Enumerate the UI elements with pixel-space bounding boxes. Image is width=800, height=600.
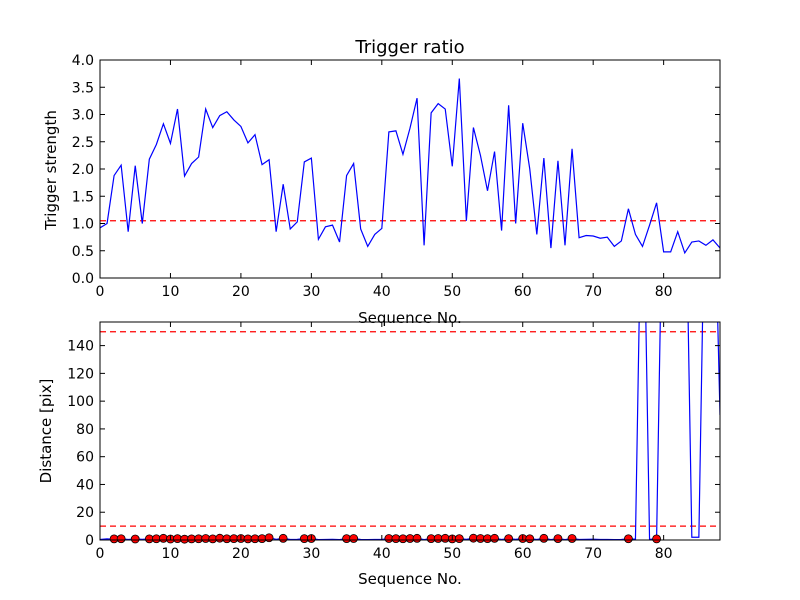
distance-marker-point (624, 534, 633, 544)
distance-marker-point (454, 534, 464, 544)
distance-marker-point (553, 534, 563, 544)
trigger-ratio-panel: Trigger ratio Sequence No. Trigger stren… (42, 37, 721, 327)
distance-marker-point (264, 533, 274, 543)
distance-y-tick-label: 100 (67, 394, 94, 410)
distance-x-tick-label: 30 (302, 546, 320, 562)
trigger-ratio-y-tick-label: 3.5 (72, 80, 94, 96)
distance-marker-point (539, 533, 549, 543)
trigger-ratio-y-tick-label: 0.0 (72, 271, 94, 287)
trigger-ratio-y-tick-label: 2.5 (72, 135, 94, 151)
distance-x-tick-label: 70 (584, 546, 602, 562)
distance-x-tick-label: 0 (96, 546, 105, 562)
distance-x-tick-label: 80 (655, 546, 673, 562)
distance-y-tick-label: 40 (76, 477, 94, 493)
distance-y-tick-label: 20 (76, 505, 94, 521)
distance-marker-point (349, 534, 359, 543)
trigger-ratio-x-tick-label: 50 (443, 284, 461, 300)
distance-marker-point (490, 533, 499, 543)
distance-marker-point (278, 533, 288, 543)
trigger-ratio-plot-area (100, 78, 720, 255)
trigger-ratio-title: Trigger ratio (354, 37, 464, 58)
trigger-ratio-x-tick-label: 10 (162, 284, 180, 300)
distance-marker-point (567, 534, 577, 543)
trigger-ratio-y-label: Trigger strength (42, 110, 60, 231)
trigger-ratio-x-tick-label: 40 (373, 284, 391, 300)
distance-y-tick-label: 140 (67, 339, 94, 355)
distance-y-label: Distance [pix] (37, 379, 55, 484)
distance-marker-point (412, 533, 422, 543)
trigger-ratio-y-tick-label: 4.0 (72, 53, 94, 69)
distance-panel: Sequence No. Distance [pix] 0 10 20 30 40 50 6… (37, 321, 721, 588)
distance-x-tick-label: 50 (443, 546, 461, 562)
trigger-ratio-y-tick-label: 3.0 (72, 108, 94, 124)
distance-marker-point (116, 534, 126, 544)
distance-marker-point (130, 534, 140, 544)
trigger-ratio-x-tick-label: 80 (655, 284, 673, 300)
distance-x-tick-label: 40 (373, 546, 391, 562)
distance-x-tick-label: 20 (232, 546, 250, 562)
trigger-ratio-y-tick-label: 2.0 (72, 162, 94, 178)
distance-y-tick-label: 80 (76, 422, 94, 438)
trigger-ratio-y-tick-label: 1.0 (72, 217, 94, 233)
distance-x-tick-label: 60 (514, 546, 532, 562)
trigger-ratio-y-tick-label: 1.5 (72, 189, 94, 205)
trigger-ratio-x-tick-label: 30 (302, 284, 320, 300)
trigger-ratio-series-line-0 (100, 78, 720, 255)
distance-marker-point (652, 534, 661, 544)
distance-marker-point (504, 534, 514, 544)
trigger-ratio-x-tick-label: 20 (232, 284, 250, 300)
trigger-ratio-x-tick-label: 70 (584, 284, 602, 300)
distance-marker-point (525, 534, 535, 544)
distance-y-tick-label: 120 (67, 366, 94, 382)
distance-y-tick-label: 0 (85, 533, 94, 549)
distance-x-tick-label: 10 (162, 546, 180, 562)
trigger-ratio-x-label: Sequence No. (358, 309, 462, 327)
distance-y-tick-label: 60 (76, 450, 94, 466)
distance-axes-frame (99, 321, 721, 541)
trigger-ratio-y-tick-label: 0.5 (72, 244, 94, 260)
trigger-ratio-x-tick-label: 0 (96, 284, 105, 300)
trigger-ratio-x-tick-label: 60 (514, 284, 532, 300)
distance-x-label: Sequence No. (358, 570, 462, 588)
